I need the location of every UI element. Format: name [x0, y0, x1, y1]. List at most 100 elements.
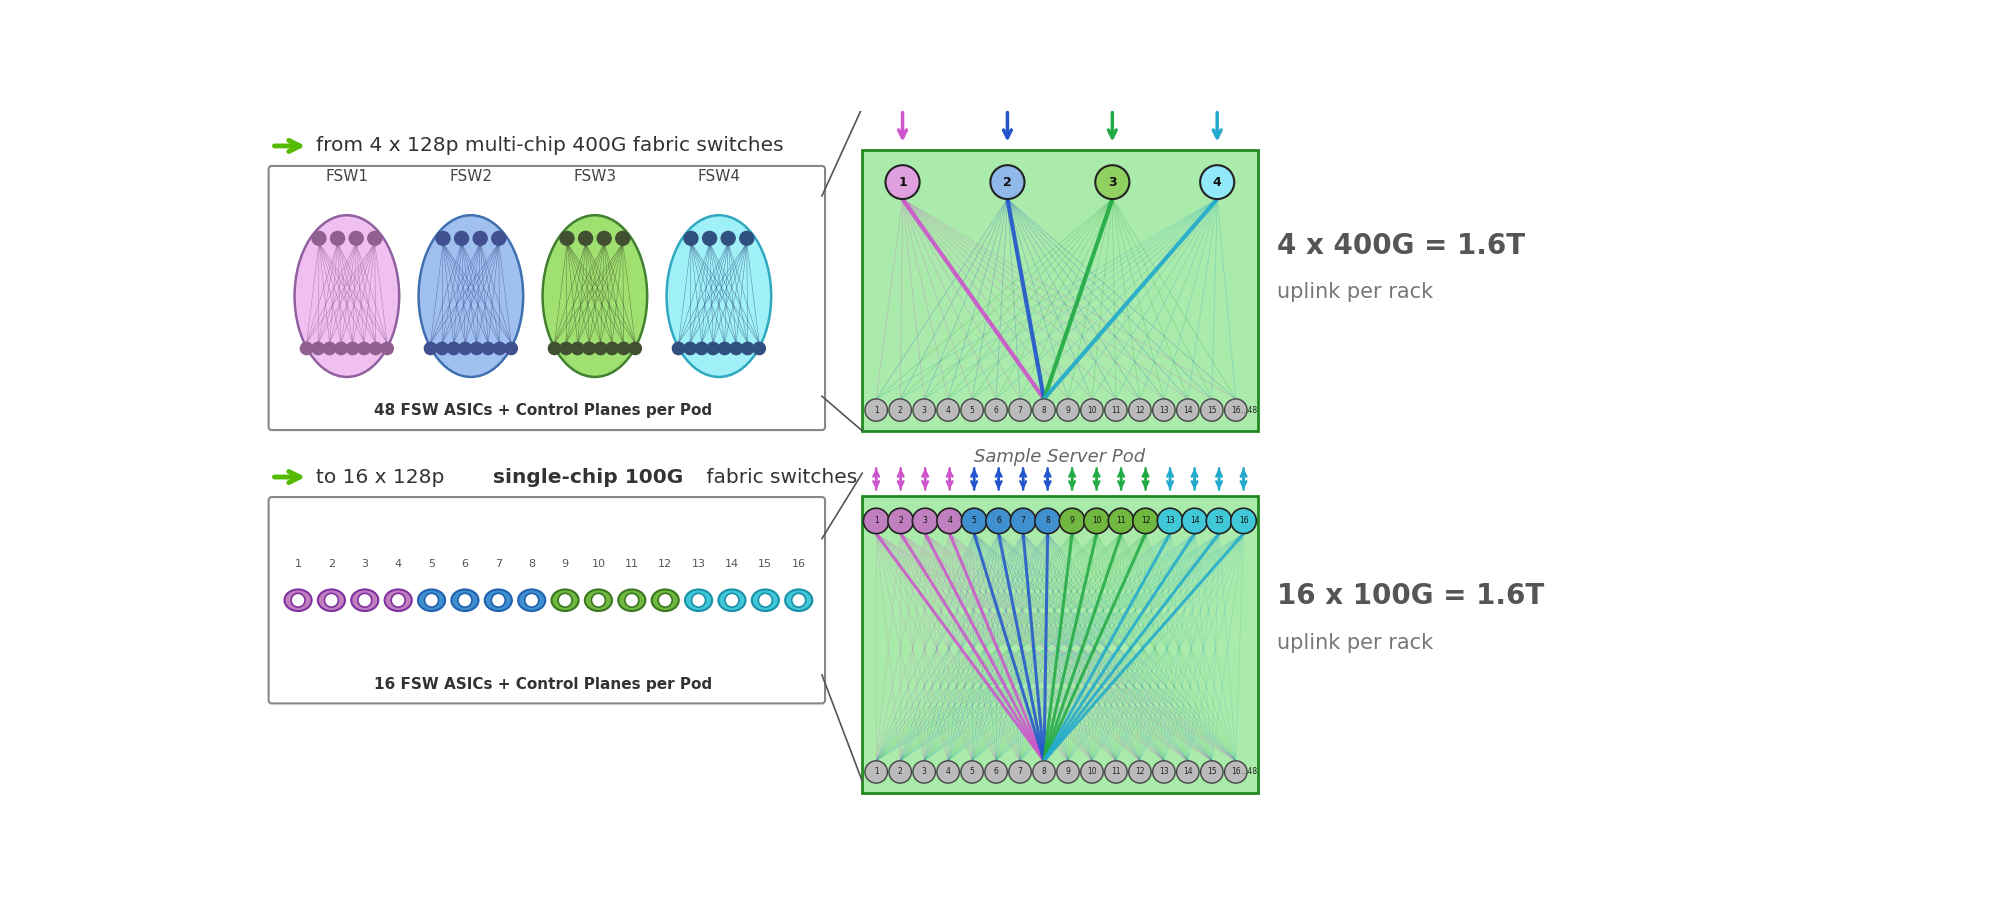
Circle shape [740, 231, 754, 245]
Text: 11: 11 [1116, 517, 1126, 525]
Circle shape [792, 593, 806, 607]
Text: to 16 x 128p: to 16 x 128p [316, 468, 450, 486]
Text: 3: 3 [922, 405, 926, 414]
Circle shape [1206, 508, 1232, 533]
Circle shape [1152, 761, 1176, 783]
Circle shape [424, 343, 436, 355]
Text: 9: 9 [1070, 517, 1074, 525]
Circle shape [1224, 399, 1248, 421]
Text: 8: 8 [1042, 767, 1046, 776]
Text: 13: 13 [692, 559, 706, 569]
Text: 14: 14 [724, 559, 740, 569]
Text: 9: 9 [1066, 767, 1070, 776]
Circle shape [888, 399, 912, 421]
Circle shape [300, 343, 312, 355]
Circle shape [692, 593, 706, 607]
Circle shape [658, 593, 672, 607]
Circle shape [324, 593, 338, 607]
Text: 5: 5 [972, 517, 976, 525]
Text: 3: 3 [922, 517, 928, 525]
Circle shape [960, 399, 984, 421]
Text: 8: 8 [1046, 517, 1050, 525]
Circle shape [986, 508, 1012, 533]
Circle shape [560, 231, 574, 245]
Circle shape [1032, 761, 1056, 783]
Text: FSW2: FSW2 [450, 169, 492, 184]
Circle shape [358, 593, 372, 607]
Text: 8: 8 [528, 559, 536, 569]
Text: 15: 15 [1208, 767, 1216, 776]
Ellipse shape [786, 589, 812, 611]
Circle shape [912, 399, 936, 421]
Circle shape [1230, 508, 1256, 533]
Ellipse shape [618, 589, 646, 611]
Circle shape [1158, 508, 1182, 533]
Circle shape [888, 761, 912, 783]
Circle shape [1080, 761, 1104, 783]
Circle shape [1080, 399, 1104, 421]
Text: 6: 6 [994, 767, 998, 776]
Text: 10: 10 [1092, 517, 1102, 525]
Text: 12: 12 [1140, 517, 1150, 525]
Text: 16: 16 [1230, 767, 1240, 776]
Ellipse shape [418, 216, 524, 377]
Ellipse shape [318, 589, 344, 611]
Circle shape [1224, 761, 1248, 783]
Circle shape [1060, 508, 1084, 533]
Text: 10: 10 [1088, 767, 1096, 776]
Circle shape [436, 231, 450, 245]
Circle shape [572, 343, 584, 355]
Circle shape [312, 343, 324, 355]
Circle shape [912, 508, 938, 533]
Ellipse shape [294, 216, 400, 377]
Circle shape [558, 593, 572, 607]
Circle shape [742, 343, 754, 355]
Text: 13: 13 [1160, 405, 1168, 414]
Circle shape [1104, 399, 1128, 421]
Circle shape [758, 593, 772, 607]
Ellipse shape [584, 589, 612, 611]
Text: …48: …48 [1240, 405, 1256, 414]
Ellipse shape [352, 589, 378, 611]
Circle shape [984, 399, 1008, 421]
Circle shape [1104, 761, 1128, 783]
Circle shape [598, 231, 612, 245]
Text: 7: 7 [494, 559, 502, 569]
FancyBboxPatch shape [862, 150, 1258, 431]
Circle shape [684, 343, 696, 355]
Circle shape [494, 343, 506, 355]
Text: 16: 16 [1230, 405, 1240, 414]
Text: 48 FSW ASICs + Control Planes per Pod: 48 FSW ASICs + Control Planes per Pod [374, 402, 712, 418]
Text: 1: 1 [898, 176, 906, 189]
Circle shape [358, 343, 370, 355]
Text: 6: 6 [462, 559, 468, 569]
Circle shape [936, 508, 962, 533]
Circle shape [984, 761, 1008, 783]
Circle shape [560, 343, 572, 355]
Text: 15: 15 [1208, 405, 1216, 414]
Text: 5: 5 [970, 405, 974, 414]
Text: uplink per rack: uplink per rack [1276, 282, 1432, 302]
FancyBboxPatch shape [268, 166, 826, 430]
Circle shape [864, 761, 888, 783]
Text: 4 x 400G = 1.6T: 4 x 400G = 1.6T [1276, 232, 1526, 260]
Text: fabric switches: fabric switches [700, 468, 858, 486]
Text: 4: 4 [948, 517, 952, 525]
Circle shape [684, 231, 698, 245]
Circle shape [616, 231, 630, 245]
Text: 13: 13 [1166, 517, 1174, 525]
Circle shape [582, 343, 596, 355]
Circle shape [722, 231, 736, 245]
Text: 6: 6 [994, 405, 998, 414]
Circle shape [752, 343, 766, 355]
Text: 16: 16 [1238, 517, 1248, 525]
Text: 5: 5 [970, 767, 974, 776]
Circle shape [1032, 399, 1056, 421]
Circle shape [1200, 399, 1224, 421]
Circle shape [1034, 508, 1060, 533]
Text: 9: 9 [1066, 405, 1070, 414]
Circle shape [1128, 761, 1152, 783]
Circle shape [436, 343, 448, 355]
Ellipse shape [752, 589, 778, 611]
Circle shape [492, 231, 506, 245]
